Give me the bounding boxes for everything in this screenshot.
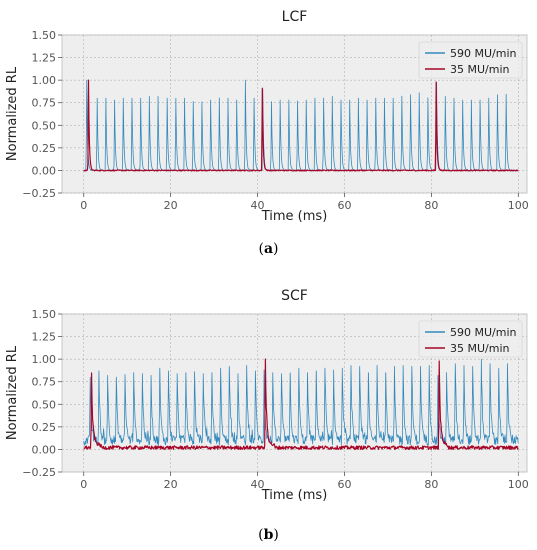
chart1-title: LCF (282, 9, 308, 25)
chart2-xtick-label-2: 40 (251, 478, 265, 491)
chart2-xtick-label-5: 100 (508, 478, 529, 491)
caption-b-letter: b (263, 527, 274, 543)
chart2-xtick-label-3: 60 (337, 478, 351, 491)
chart1-xtick-label-1: 20 (164, 199, 178, 212)
chart2-ytick-label-5: 1.00 (32, 353, 57, 366)
chart2-ytick-label-3: 0.50 (32, 398, 57, 411)
chart1-xtick-label-3: 60 (337, 199, 351, 212)
chart2-xtick-label-4: 80 (424, 478, 438, 491)
chart2-y-axis: −0.25 0.00 0.25 0.50 0.75 1.00 1.25 1.50 (22, 308, 62, 479)
chart2-xtick-label-1: 20 (164, 478, 178, 491)
chart1-ytick-label-0: −0.25 (22, 187, 56, 200)
chart2-ytick-label-6: 1.25 (32, 331, 57, 344)
chart1-xtick-label-0: 0 (80, 199, 87, 212)
chart2-legend-label-35: 35 MU/min (450, 342, 510, 355)
chart1-ytick-label-1: 0.00 (32, 164, 57, 177)
chart1-xtick-label-5: 100 (508, 199, 529, 212)
chart1-series-35-line (83, 79, 519, 172)
chart2-xtick-label-0: 0 (80, 478, 87, 491)
chart2-series (83, 358, 519, 451)
chart1-ytick-label-2: 0.25 (32, 142, 57, 155)
chart1-legend: 590 MU/min 35 MU/min (418, 41, 523, 79)
chart1-series (83, 79, 519, 172)
chart2-series-35-line (83, 358, 519, 451)
chart2-xlabel: Time (ms) (261, 488, 328, 503)
chart1-y-axis: −0.25 0.00 0.25 0.50 0.75 1.00 1.25 1.50 (22, 29, 62, 200)
chart1-x-axis: 0 20 40 60 80 100 (80, 193, 529, 212)
chart1-xtick-label-2: 40 (251, 199, 265, 212)
chart1-ytick-label-6: 1.25 (32, 52, 57, 65)
chart1-ylabel: Normalized RL (5, 66, 20, 161)
chart2-legend-label-590: 590 MU/min (450, 326, 517, 339)
caption-a: (a) (258, 241, 279, 257)
chart2-x-axis: 0 20 40 60 80 100 (80, 472, 529, 491)
chart1-legend-label-35: 35 MU/min (450, 63, 510, 76)
chart1-ytick-label-4: 0.75 (32, 97, 57, 110)
chart2-ytick-label-0: −0.25 (22, 466, 56, 479)
caption-b: (b) (258, 527, 279, 543)
chart2-ytick-label-4: 0.75 (32, 376, 57, 389)
chart2-ytick-label-2: 0.25 (32, 421, 57, 434)
chart1-ytick-label-5: 1.00 (32, 74, 57, 87)
chart2-ytick-label-1: 0.00 (32, 443, 57, 456)
chart1-ytick-label-3: 0.50 (32, 119, 57, 132)
chart1-xtick-label-4: 80 (424, 199, 438, 212)
chart1-ytick-label-7: 1.50 (32, 29, 57, 42)
chart2: 0 20 40 60 80 100 −0.25 0.00 0.25 0.50 0.75 1.00 1.2… (5, 288, 529, 503)
chart1-xlabel: Time (ms) (261, 209, 328, 224)
chart2-title: SCF (281, 288, 308, 304)
chart1: 0 20 40 60 80 100 −0.25 0.00 0.25 0.50 0.75 1.00 1.2… (5, 9, 529, 224)
chart2-legend: 590 MU/min 35 MU/min (418, 320, 523, 358)
chart2-ytick-label-7: 1.50 (32, 308, 57, 321)
chart2-ylabel: Normalized RL (5, 345, 20, 440)
caption-a-letter: a (263, 241, 274, 257)
chart1-legend-label-590: 590 MU/min (450, 47, 517, 60)
